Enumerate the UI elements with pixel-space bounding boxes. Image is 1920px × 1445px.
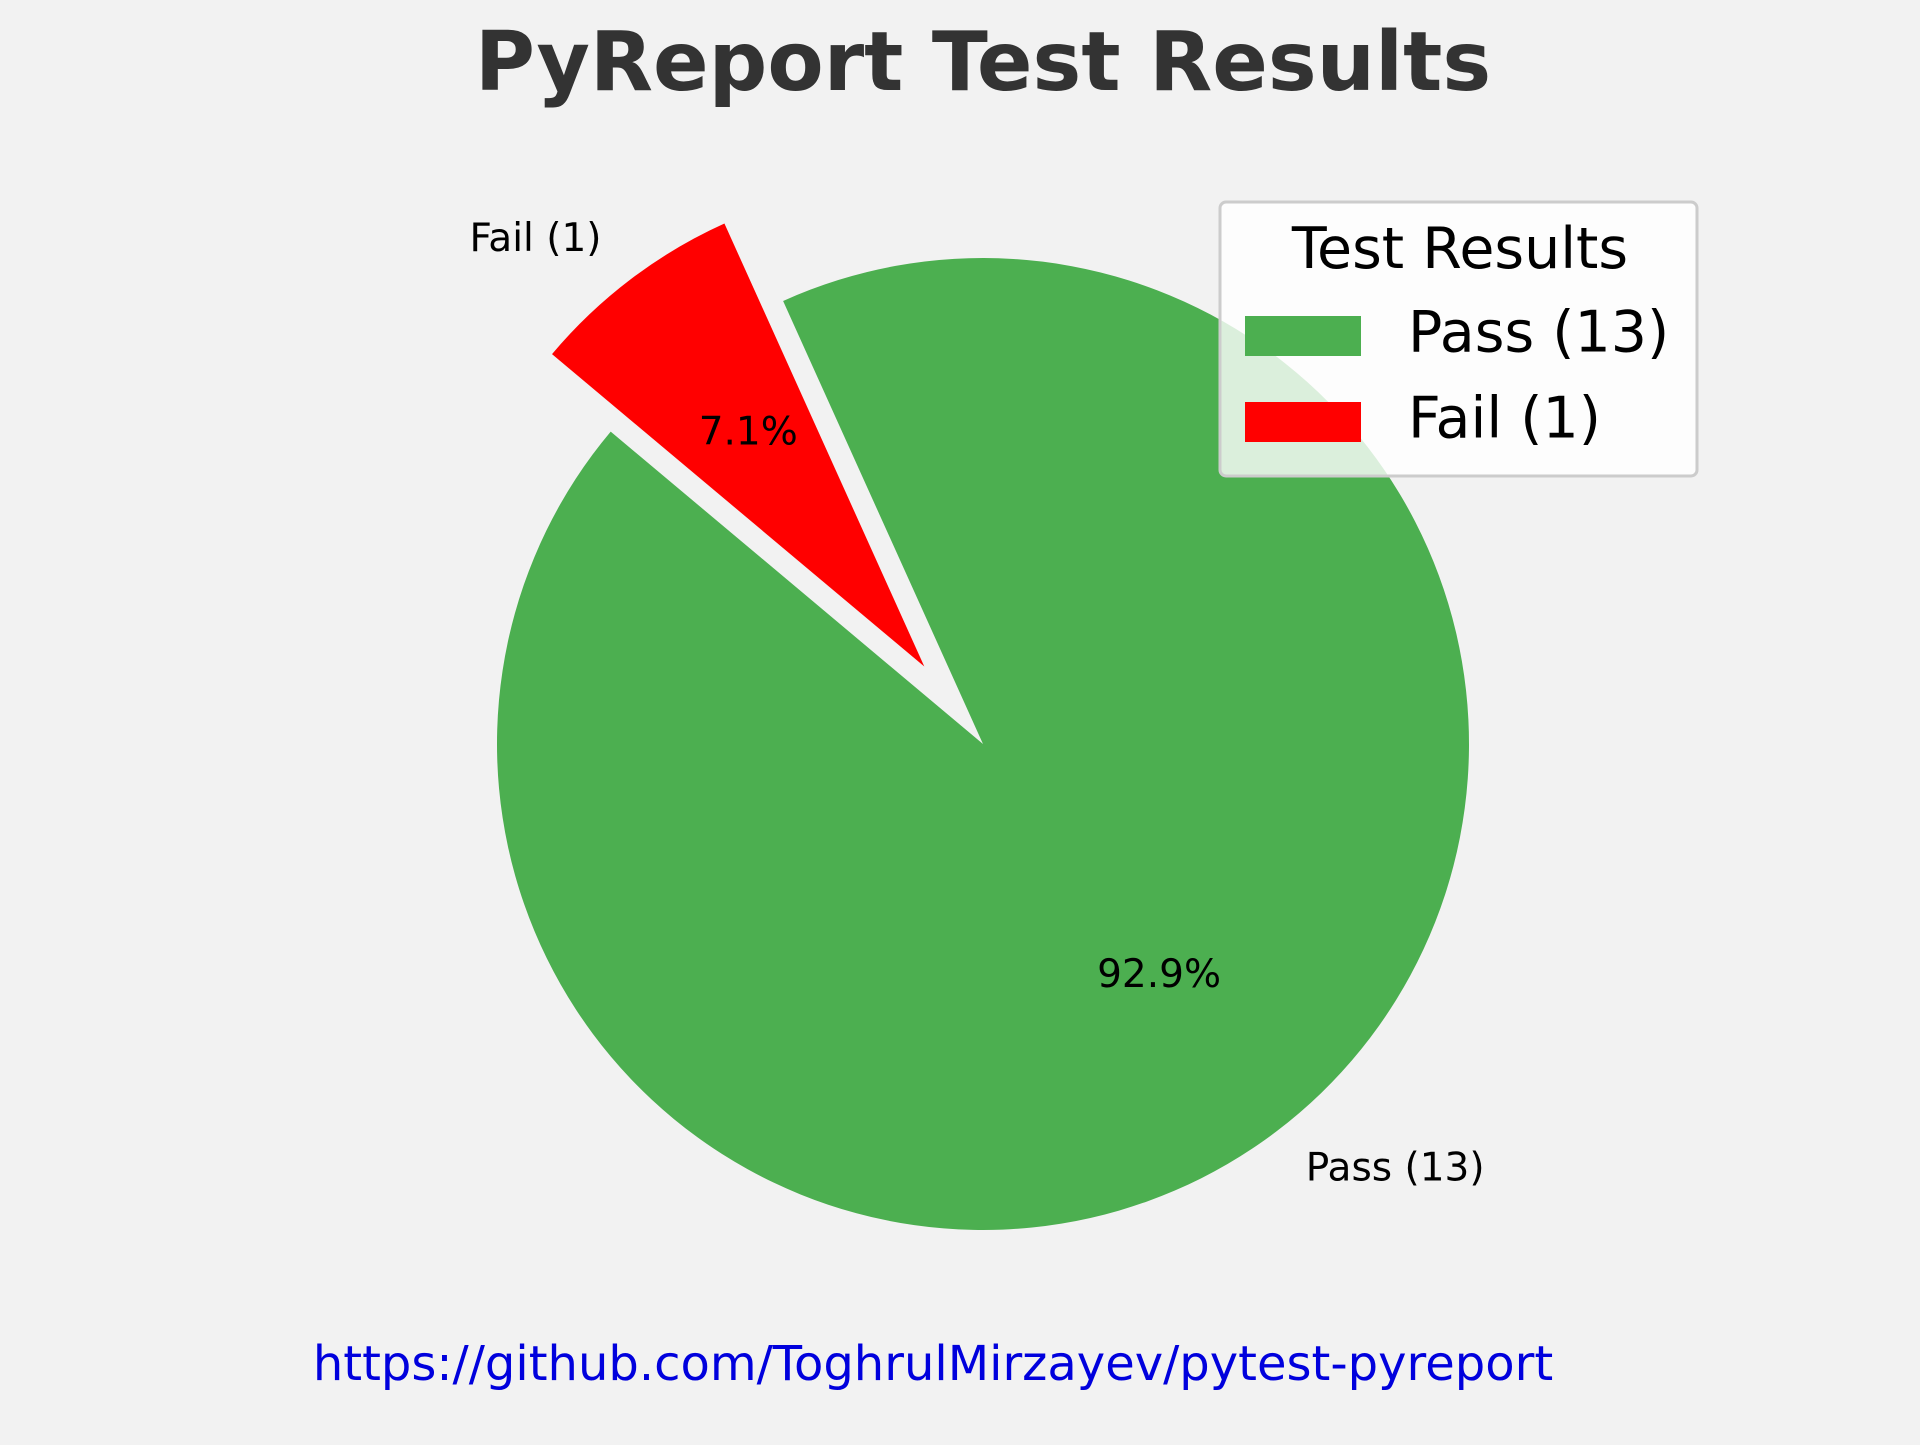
pie-slice-pass-13: [497, 257, 1469, 1230]
legend-entries: Pass (13) Fail (1): [1245, 300, 1669, 452]
repository-link[interactable]: https://github.com/ToghrulMirzayev/pytes…: [313, 1336, 1553, 1392]
legend-title: Test Results: [1291, 216, 1628, 282]
percent-label-pass-13: 92.9%: [1097, 952, 1221, 997]
legend: Test Results Pass (13) Fail (1): [1218, 200, 1699, 478]
pie-slice-fail-1: [552, 223, 925, 667]
slice-label-pass-13: Pass (13): [1306, 1146, 1485, 1191]
legend-swatch-fail-1: [1245, 402, 1361, 442]
legend-swatch-pass-13: [1245, 316, 1361, 356]
legend-label-pass-13: Pass (13): [1408, 300, 1669, 366]
slice-label-fail-1: Fail (1): [469, 216, 601, 261]
pie-labels: Pass (13) 92.9% Fail (1) 7.1%: [469, 216, 1484, 1191]
pie-slices: [497, 223, 1469, 1230]
chart-title: PyReport Test Results: [475, 15, 1491, 110]
legend-label-fail-1: Fail (1): [1408, 386, 1601, 452]
percent-label-fail-1: 7.1%: [699, 410, 798, 455]
